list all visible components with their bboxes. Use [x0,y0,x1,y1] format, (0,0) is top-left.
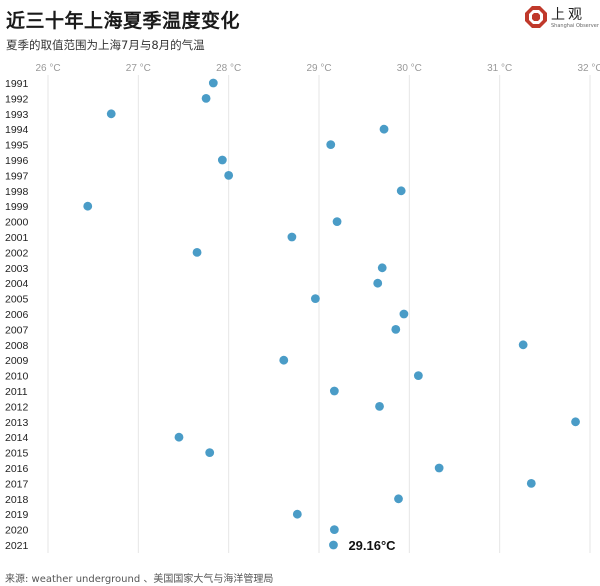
year-label: 2009 [5,355,29,367]
year-label: 1995 [5,140,29,152]
year-label: 2016 [5,463,29,475]
data-point [217,155,227,165]
year-label: 2007 [5,324,29,336]
year-label: 2004 [5,278,29,290]
data-point [413,371,423,380]
source-note: 来源: weather underground 、美国国家大气与海洋管理局 [5,574,274,585]
data-point [391,325,401,334]
year-label: 2008 [5,340,29,352]
data-point [292,509,302,519]
year-label: 1999 [5,201,29,213]
year-label: 2005 [5,294,29,306]
year-label: 2017 [5,478,29,490]
logo-mark-icon [525,6,547,28]
year-label: 2001 [5,232,29,244]
year-label: 1996 [5,155,29,167]
year-label: 1997 [5,170,29,182]
year-label: 2013 [5,417,29,429]
data-point [379,124,389,134]
data-point [310,294,320,303]
year-label: 1991 [5,78,29,90]
year-label: 1998 [5,186,29,198]
year-label: 2011 [5,386,28,398]
data-point [208,78,218,88]
data-point [287,232,297,242]
year-label: 2015 [5,448,29,460]
year-label: 2002 [5,247,29,259]
year-label: 1992 [5,93,29,105]
data-point [83,201,93,211]
year-label: 2020 [5,525,29,537]
data-point [329,386,339,396]
value-annotation: 29.16°C [348,538,396,553]
year-label: 2010 [5,371,29,383]
data-point [329,525,339,534]
data-point [377,263,387,273]
year-label: 2014 [5,432,29,444]
data-point [224,171,234,180]
x-tick-label: 29 °C [306,63,331,74]
data-point [329,540,338,550]
data-point [526,479,536,488]
logo-text: 上观 [551,7,585,23]
data-point [434,463,444,473]
logo: 上观 Shanghai Observer [524,3,599,33]
data-point [375,402,384,411]
data-point [399,309,409,319]
data-point [518,340,528,350]
year-label: 1994 [5,124,29,136]
chart-subtitle: 夏季的取值范围为上海7月与8月的气温 [6,38,205,52]
data-point [174,432,184,442]
year-label: 2018 [5,494,29,506]
logo-subtext: Shanghai Observer [551,23,599,29]
data-point [106,109,116,119]
year-label: 2021 [5,540,29,552]
data-point [571,417,580,427]
x-tick-label: 32 °C [577,63,600,74]
x-tick-label: 28 °C [216,63,241,74]
data-point [394,494,403,504]
year-label: 2000 [5,217,29,229]
data-point [201,94,211,103]
year-label: 1993 [5,109,29,121]
year-label: 2019 [5,509,29,521]
data-point [205,448,215,457]
data-point [326,140,336,150]
data-point [373,278,383,288]
data-point [396,186,406,196]
x-tick-label: 27 °C [126,63,151,74]
year-label: 2006 [5,309,29,321]
x-tick-label: 26 °C [35,63,60,74]
year-label: 2003 [5,263,29,275]
data-point [279,355,289,365]
x-tick-label: 31 °C [487,63,512,74]
chart-title: 近三十年上海夏季温度变化 [6,10,241,32]
year-label: 2012 [5,401,29,413]
data-point [192,248,202,257]
x-tick-label: 30 °C [397,63,422,74]
data-point [332,217,342,227]
